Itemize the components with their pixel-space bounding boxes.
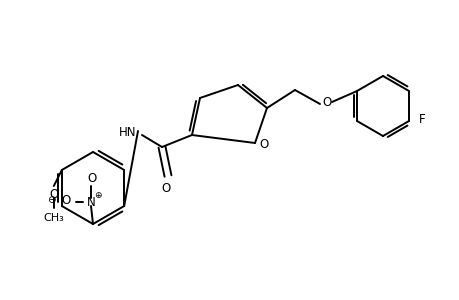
Text: O: O xyxy=(322,95,331,109)
Text: O: O xyxy=(87,172,96,184)
Text: O: O xyxy=(259,137,268,151)
Text: O: O xyxy=(161,182,170,194)
Text: CH₃: CH₃ xyxy=(43,213,64,223)
Text: F: F xyxy=(418,112,425,125)
Text: ⊕: ⊕ xyxy=(94,191,101,200)
Text: O: O xyxy=(49,188,58,200)
Text: N: N xyxy=(86,196,95,208)
Text: HN: HN xyxy=(118,125,136,139)
Text: ⊖: ⊖ xyxy=(46,195,55,205)
Text: O: O xyxy=(61,194,71,206)
